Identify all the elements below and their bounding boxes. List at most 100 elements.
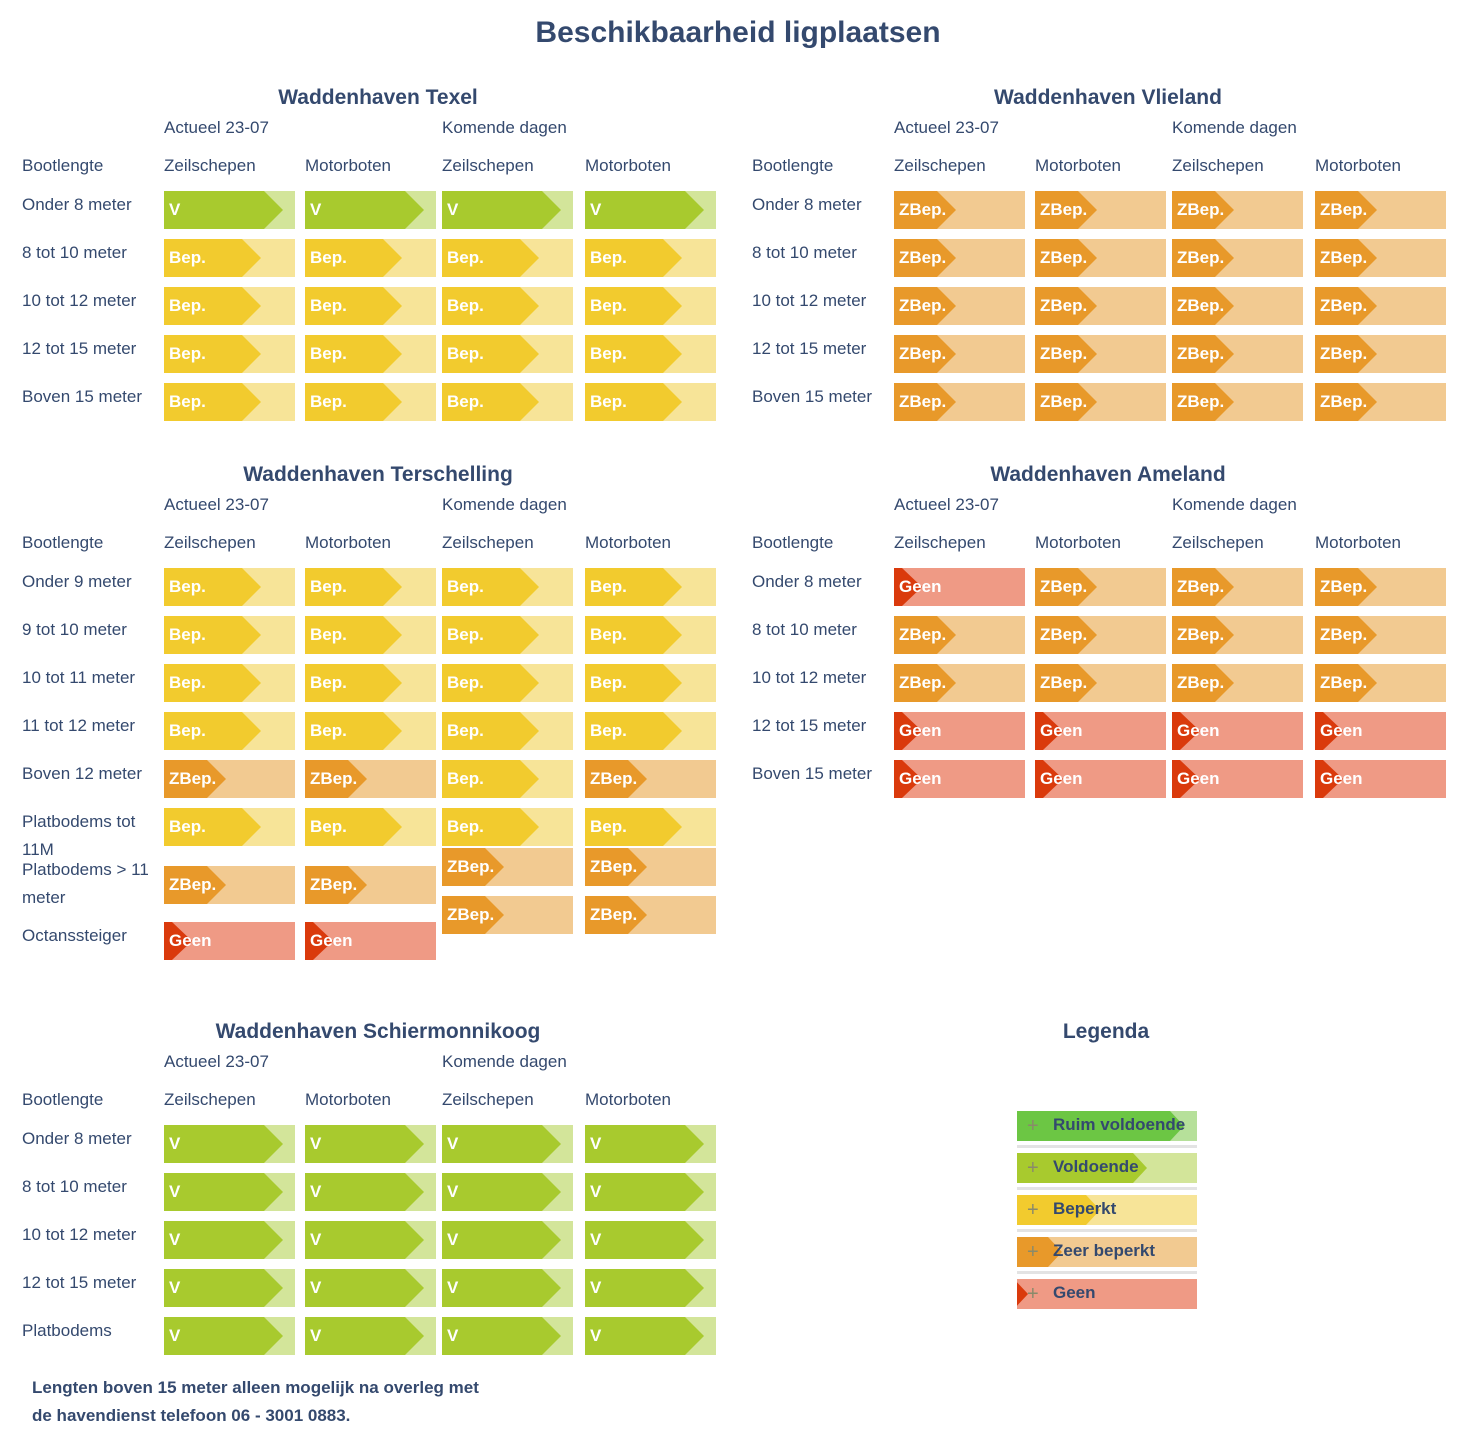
availability-cell: V xyxy=(442,1221,573,1259)
availability-cell: Geen xyxy=(1315,760,1446,798)
availability-cell: ZBep. xyxy=(894,335,1025,373)
availability-label: Bep. xyxy=(169,248,206,267)
availability-cell: ZBep. xyxy=(1035,383,1166,421)
availability-label: ZBep. xyxy=(1177,248,1225,267)
availability-label: Bep. xyxy=(310,344,347,363)
availability-cell: Geen xyxy=(305,922,436,960)
availability-label: ZBep. xyxy=(590,857,638,876)
availability-cell: ZBep. xyxy=(1315,664,1446,702)
availability-label: V xyxy=(310,1326,322,1345)
availability-cell: ZBep. xyxy=(164,760,295,798)
availability-cell: ZBep. xyxy=(1035,287,1166,325)
availability-bar xyxy=(164,1317,283,1355)
column-header: Bootlengte xyxy=(752,156,834,175)
availability-cell: Geen xyxy=(164,922,295,960)
expand-plus-icon[interactable]: + xyxy=(1027,1157,1039,1179)
availability-label: ZBep. xyxy=(310,875,358,894)
legend-item[interactable]: + Ruim voldoende xyxy=(1017,1111,1197,1141)
availability-cell: ZBep. xyxy=(1172,664,1303,702)
row-label: Onder 8 meter xyxy=(752,572,862,591)
footnote-line: de havendienst telefoon 06 - 3001 0883. xyxy=(32,1406,351,1425)
availability-label: ZBep. xyxy=(1177,344,1225,363)
availability-label: V xyxy=(169,200,181,219)
availability-bar xyxy=(305,383,402,421)
expand-plus-icon[interactable]: + xyxy=(1027,1283,1039,1305)
availability-cell: V xyxy=(305,191,436,229)
availability-label: V xyxy=(310,200,322,219)
availability-bar xyxy=(305,1269,424,1307)
availability-cell: Geen xyxy=(1172,760,1303,798)
availability-label: Bep. xyxy=(310,817,347,836)
row-label: 10 tot 12 meter xyxy=(22,1225,137,1244)
period-header: Komende dagen xyxy=(442,1052,567,1071)
availability-cell: ZBep. xyxy=(1315,335,1446,373)
footnote-line: Lengten boven 15 meter alleen mogelijk n… xyxy=(32,1378,479,1397)
availability-label: Bep. xyxy=(590,296,627,315)
row-label: Platbodems xyxy=(22,1321,112,1340)
availability-bar xyxy=(164,664,261,702)
availability-bar xyxy=(305,712,402,750)
legend-item[interactable]: + Geen xyxy=(1017,1279,1197,1309)
footnote: Lengten boven 15 meter alleen mogelijk n… xyxy=(32,1374,479,1430)
availability-cell: ZBep. xyxy=(1315,568,1446,606)
column-header: Zeilschepen xyxy=(164,533,256,552)
availability-label: Bep. xyxy=(590,392,627,411)
column-header: Bootlengte xyxy=(22,1090,104,1109)
availability-bar xyxy=(585,712,682,750)
row-label: Onder 8 meter xyxy=(752,195,862,214)
availability-label: ZBep. xyxy=(899,392,947,411)
column-header: Motorboten xyxy=(1035,156,1121,175)
availability-cell: Bep. xyxy=(305,808,436,846)
availability-bar xyxy=(442,1125,561,1163)
legend-label: Geen xyxy=(1053,1283,1096,1302)
availability-cell: Bep. xyxy=(442,383,573,421)
legend-label: Voldoende xyxy=(1053,1157,1139,1176)
availability-bar xyxy=(305,191,424,229)
availability-bar xyxy=(442,712,539,750)
availability-cell: Bep. xyxy=(442,808,573,846)
availability-cell: V xyxy=(164,1317,295,1355)
availability-cell: Bep. xyxy=(585,383,716,421)
availability-label: ZBep. xyxy=(169,875,217,894)
availability-label: Bep. xyxy=(447,577,484,596)
availability-label: ZBep. xyxy=(1040,296,1088,315)
legend-divider xyxy=(1017,1229,1197,1232)
availability-bar xyxy=(585,808,682,846)
availability-cell: Bep. xyxy=(585,568,716,606)
availability-cell: V xyxy=(164,1125,295,1163)
availability-label: Bep. xyxy=(447,721,484,740)
availability-label: Bep. xyxy=(447,392,484,411)
availability-label: V xyxy=(447,1326,459,1345)
legend-item[interactable]: + Zeer beperkt xyxy=(1017,1237,1197,1267)
availability-label: Bep. xyxy=(590,673,627,692)
legend-item[interactable]: + Beperkt xyxy=(1017,1195,1197,1225)
availability-label: Bep. xyxy=(310,248,347,267)
availability-cell: ZBep. xyxy=(1315,287,1446,325)
legend-item[interactable]: + Voldoende xyxy=(1017,1153,1197,1183)
availability-label: ZBep. xyxy=(1177,296,1225,315)
availability-label: Bep. xyxy=(310,673,347,692)
availability-label: V xyxy=(169,1134,181,1153)
availability-cell: V xyxy=(442,191,573,229)
availability-label: ZBep. xyxy=(1320,296,1368,315)
availability-label: ZBep. xyxy=(310,769,358,788)
column-header: Motorboten xyxy=(1315,533,1401,552)
availability-cell: Bep. xyxy=(164,335,295,373)
availability-label: ZBep. xyxy=(1040,673,1088,692)
availability-cell: Bep. xyxy=(305,335,436,373)
column-header: Bootlengte xyxy=(752,533,834,552)
expand-plus-icon[interactable]: + xyxy=(1027,1199,1039,1221)
availability-cell: V xyxy=(305,1125,436,1163)
row-label: Octanssteiger xyxy=(22,926,127,945)
expand-plus-icon[interactable]: + xyxy=(1027,1241,1039,1263)
availability-label: ZBep. xyxy=(1320,392,1368,411)
expand-plus-icon[interactable]: + xyxy=(1027,1115,1039,1137)
period-header: Actueel 23-07 xyxy=(894,118,999,137)
availability-label: V xyxy=(447,1278,459,1297)
availability-bar xyxy=(442,1317,561,1355)
availability-cell: Bep. xyxy=(164,616,295,654)
availability-bar xyxy=(442,1269,561,1307)
column-header: Zeilschepen xyxy=(894,533,986,552)
column-header: Zeilschepen xyxy=(442,156,534,175)
availability-label: V xyxy=(590,1326,602,1345)
